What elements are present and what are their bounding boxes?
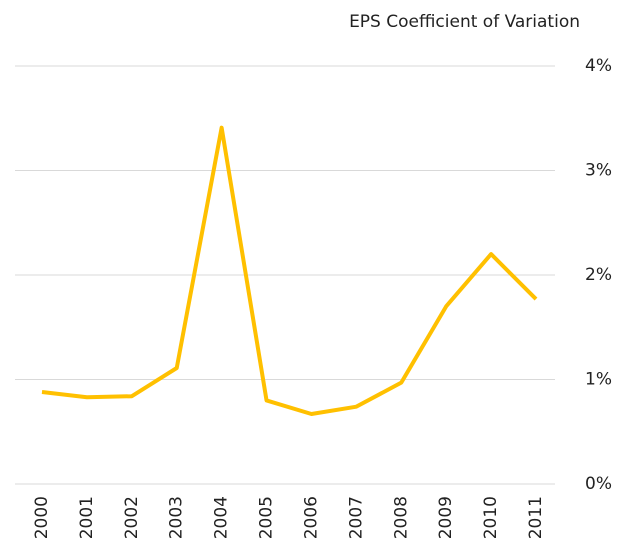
- y-tick-label: 3%: [585, 161, 612, 181]
- line: [41, 125, 538, 416]
- chart-title: EPS Coefficient of Variation: [349, 12, 580, 32]
- x-tick-label: 2005: [257, 496, 277, 539]
- x-tick-label: 2006: [301, 496, 321, 539]
- y-tick-label: 2%: [585, 265, 612, 285]
- x-tick-label: 2009: [436, 496, 456, 539]
- x-tick-label: 2002: [122, 496, 142, 539]
- x-tick-label: 2010: [481, 496, 501, 539]
- y-tick-label: 4%: [585, 56, 612, 76]
- y-tick-label: 1%: [585, 370, 612, 390]
- x-tick-label: 2008: [391, 496, 411, 539]
- x-tick-label: 2001: [77, 496, 97, 539]
- x-tick-label: 2003: [167, 496, 187, 539]
- x-tick-label: 2007: [346, 496, 366, 539]
- y-tick-label: 0%: [585, 474, 612, 494]
- x-tick-label: 2004: [212, 496, 232, 539]
- x-tick-label: 2011: [526, 496, 546, 539]
- x-tick-label: 2000: [32, 496, 52, 539]
